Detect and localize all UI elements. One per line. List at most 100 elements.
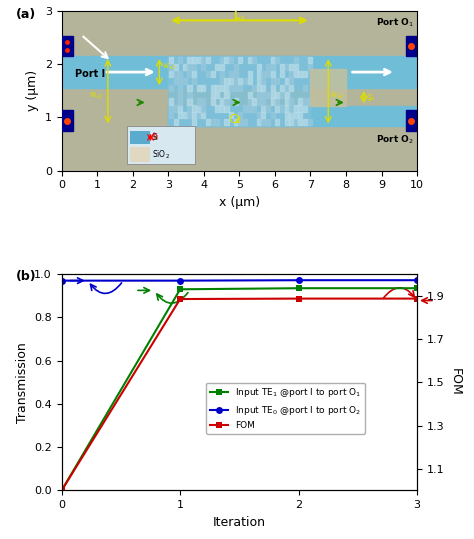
Bar [234,99,238,105]
Bar [192,78,196,84]
Bar [266,119,270,126]
Bar [168,56,310,127]
Bar [187,85,191,91]
Bar [220,78,224,84]
Bar [215,106,219,112]
Bar [187,112,191,119]
Bar [266,92,270,98]
Bar [294,71,298,77]
Bar [294,64,298,70]
Bar [308,64,312,70]
Text: (b): (b) [15,270,36,283]
Text: Port O$_1$: Port O$_1$ [376,17,414,29]
Bar [289,106,293,112]
Text: d: d [235,116,240,125]
Bar [229,85,233,91]
Bar [192,119,196,126]
Bar [298,99,302,105]
Bar [178,112,182,119]
Bar [238,112,242,119]
Bar [224,78,228,84]
Bar [271,64,275,70]
Bar [294,112,298,119]
Bar [261,119,265,126]
Bar [289,85,293,91]
Bar [257,78,261,84]
Bar [275,119,279,126]
Bar [238,85,242,91]
Bar [220,85,224,91]
Bar [201,106,205,112]
Bar [220,57,224,63]
Bar [308,57,312,63]
Bar [210,99,215,105]
Bar [266,71,270,77]
Text: w$_{a2}$: w$_{a2}$ [330,90,345,101]
Bar [257,64,261,70]
Bar [280,64,284,70]
Bar [257,92,261,98]
Bar [169,106,173,112]
Bar [192,64,196,70]
Bar [178,99,182,105]
Bar [173,64,178,70]
Bar [284,119,289,126]
Bar [252,57,256,63]
Bar [238,57,242,63]
Bar [275,106,279,112]
Bar [261,71,265,77]
Bar [261,85,265,91]
Bar [62,110,73,130]
Bar [271,92,275,98]
Bar [261,78,265,84]
Bar [234,78,238,84]
Bar [197,112,201,119]
Bar [62,56,417,88]
Bar [201,112,205,119]
Bar [284,106,289,112]
Line: Input TE$_1$ @port I to port O$_1$: Input TE$_1$ @port I to port O$_1$ [58,285,420,494]
Bar [210,71,215,77]
Y-axis label: FOM: FOM [448,369,461,396]
Bar [257,85,261,91]
X-axis label: Iteration: Iteration [213,516,266,529]
Input TE$_0$ @port I to port O$_2$ [414,277,420,284]
Bar [257,112,261,119]
Bar [261,99,265,105]
Bar [224,92,228,98]
Bar [128,126,195,164]
Bar [215,92,219,98]
Bar [234,71,238,77]
Input TE$_0$ @port I to port O$_2$ [177,278,183,284]
Bar [298,112,302,119]
Text: L$_a$: L$_a$ [233,9,246,23]
Bar [206,57,210,63]
Line: Input TE$_0$ @port I to port O$_2$: Input TE$_0$ @port I to port O$_2$ [58,277,420,284]
FOM [177,296,183,302]
Bar [183,112,187,119]
Bar [169,85,173,91]
Bar [247,106,252,112]
Bar [252,99,256,105]
Bar [271,112,275,119]
Y-axis label: Transmission: Transmission [16,342,28,423]
Bar [238,119,242,126]
Text: (a): (a) [15,8,36,20]
Bar [215,119,219,126]
Bar [169,99,173,105]
Bar [243,106,247,112]
Text: w$_{a3}$: w$_{a3}$ [162,61,176,72]
Bar [215,85,219,91]
Bar [289,64,293,70]
Bar [247,71,252,77]
Bar [201,99,205,105]
Bar [229,78,233,84]
Bar [224,106,228,112]
Bar [303,119,307,126]
Bar [169,57,173,63]
Input TE$_0$ @port I to port O$_2$ [296,277,301,284]
Bar [280,92,284,98]
Bar [308,119,312,126]
Bar [284,112,289,119]
Bar [197,85,201,91]
